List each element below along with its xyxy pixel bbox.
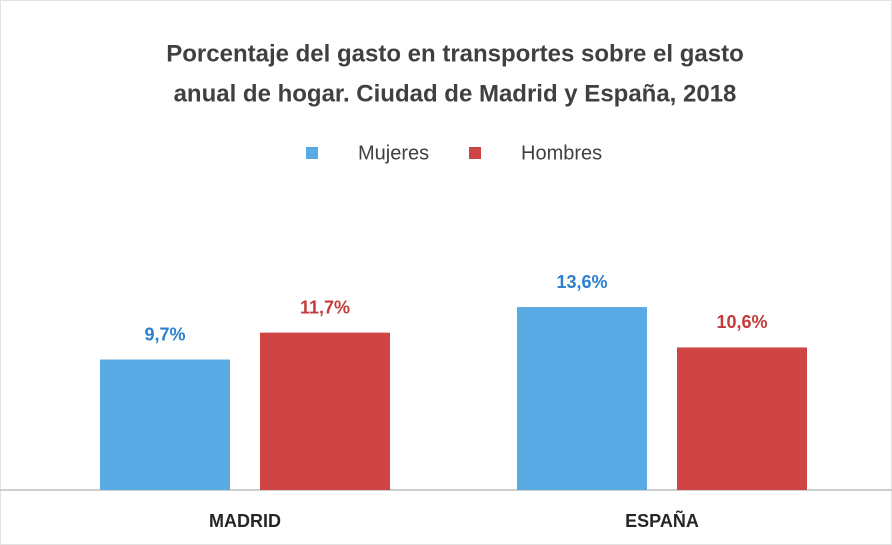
x-tick-label: ESPAÑA <box>625 510 699 531</box>
legend-swatch <box>469 147 481 159</box>
chart-title: anual de hogar. Ciudad de Madrid y Españ… <box>174 80 737 107</box>
bar <box>517 307 647 490</box>
legend-label: Hombres <box>521 142 602 164</box>
legend-swatch <box>306 147 318 159</box>
x-tick-label: MADRID <box>209 511 281 531</box>
bar <box>100 359 230 490</box>
data-label: 11,7% <box>300 297 350 317</box>
chart-title: Porcentaje del gasto en transportes sobr… <box>166 40 744 67</box>
data-label: 13,6% <box>556 272 607 292</box>
bar <box>260 332 390 490</box>
legend-label: Mujeres <box>358 142 429 164</box>
data-label: 10,6% <box>716 312 767 332</box>
bar <box>677 347 807 490</box>
data-label: 9,7% <box>144 324 185 344</box>
